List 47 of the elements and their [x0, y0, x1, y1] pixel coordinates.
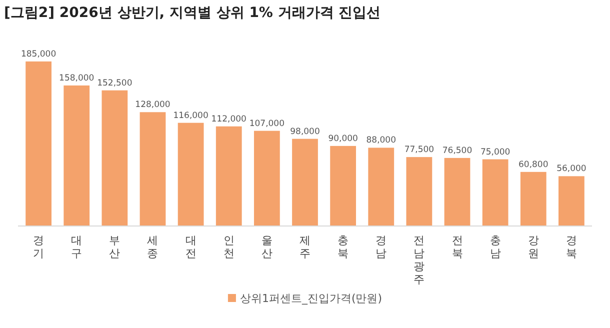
x-tick-label: 세종: [147, 234, 158, 260]
bar: [520, 172, 546, 226]
bar: [178, 122, 204, 226]
data-label: 56,000: [556, 164, 586, 174]
data-label: 152,500: [97, 78, 132, 88]
bar: [64, 85, 90, 226]
bar: [26, 61, 52, 226]
x-tick-label: 충북: [338, 234, 349, 260]
bar: [406, 157, 432, 226]
data-label: 128,000: [135, 100, 170, 110]
legend-label: 상위1퍼센트_진입가격(만원): [240, 292, 382, 305]
data-label: 185,000: [20, 49, 56, 60]
x-tick-label: 부산: [109, 234, 120, 260]
x-tick-label: 인천: [223, 234, 234, 260]
data-label: 77,500: [404, 145, 434, 156]
data-label: 60,800: [518, 160, 548, 170]
x-tick-label: 대구: [71, 234, 82, 260]
data-label: 107,000: [249, 118, 285, 129]
bar: [292, 138, 318, 226]
x-tick-label: 전북: [452, 234, 463, 260]
bar: [330, 146, 356, 226]
x-tick-label: 경남: [376, 234, 387, 260]
bar: [558, 176, 584, 226]
data-label: 75,000: [480, 147, 510, 158]
x-tick-label: 강원: [528, 234, 539, 260]
bar: [368, 148, 394, 226]
bar: [444, 158, 470, 226]
x-tick-label: 제주: [300, 234, 310, 260]
x-tick-label: 전남광주: [414, 234, 425, 286]
data-label: 76,500: [442, 146, 472, 156]
data-label: 90,000: [328, 134, 358, 144]
chart-title: [그림2] 2026년 상반기, 지역별 상위 1% 거래가격 진입선: [4, 5, 381, 21]
data-label: 88,000: [366, 136, 396, 146]
x-tick-label: 대전: [185, 234, 196, 260]
bar: [102, 90, 128, 226]
data-label: 112,000: [211, 114, 246, 124]
bar: [216, 126, 242, 226]
x-tick-label: 경기: [33, 234, 44, 260]
bar: [140, 112, 166, 226]
data-label: 116,000: [173, 110, 208, 121]
x-tick-label: 경북: [566, 234, 577, 260]
x-tick-label: 충남: [490, 234, 501, 260]
bar: [482, 159, 508, 226]
bar: [254, 130, 280, 226]
x-tick-label: 울산: [261, 234, 272, 260]
data-label: 158,000: [59, 73, 94, 84]
data-label: 98,000: [290, 126, 320, 137]
